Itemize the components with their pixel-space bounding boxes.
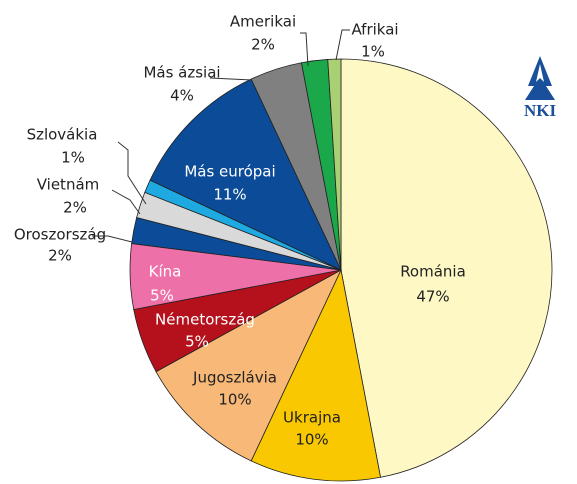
pie-slice	[155, 269, 342, 462]
slice-label: Ukrajna	[283, 409, 341, 427]
leader-line	[111, 189, 141, 215]
leader-line	[117, 141, 147, 205]
leader-line	[209, 77, 253, 81]
slice-value-label: 10%	[218, 391, 251, 409]
slice-label: Oroszország	[14, 226, 106, 244]
pie-slice	[340, 58, 553, 478]
slices	[129, 58, 553, 482]
leader-line	[300, 32, 309, 67]
logo: NKI	[524, 56, 557, 120]
labels: Románia 47% Ukrajna 10% Jugoszlávia 10% Németo…	[14, 13, 466, 449]
slice-label: Jugoszlávia	[192, 369, 277, 387]
slice-value-label: 11%	[213, 186, 246, 204]
pie-slice	[327, 58, 342, 271]
slice-label: Vietnám	[37, 176, 100, 194]
slice-label: Németország	[155, 311, 255, 329]
slice-label: Szlovákia	[27, 126, 98, 144]
leader-line	[335, 29, 350, 61]
logo-text: NKI	[524, 101, 557, 120]
slice-value-label: 5%	[185, 333, 209, 351]
pie-slice	[149, 78, 342, 271]
pie-slice	[250, 268, 382, 482]
slice-value-label: 1%	[361, 43, 385, 61]
slice-value-label: 47%	[416, 288, 449, 306]
slice-label: Afrikai	[351, 21, 398, 39]
slice-value-label: 4%	[170, 87, 194, 105]
slice-value-label: 2%	[251, 36, 275, 54]
slice-value-label: 2%	[63, 199, 87, 217]
leader-line	[92, 235, 133, 243]
logo-icon-detail	[536, 64, 544, 82]
slice-value-label: 5%	[150, 287, 174, 305]
slice-label: Amerikai	[230, 13, 296, 31]
slice-label: Kína	[149, 263, 182, 281]
slice-value-label: 10%	[295, 431, 328, 449]
slice-label: Más európai	[184, 163, 275, 181]
slice-value-label: 2%	[48, 247, 72, 265]
slice-label: Románia	[400, 263, 466, 281]
slice-value-label: 1%	[61, 149, 85, 167]
slice-label: Más ázsiai	[143, 64, 220, 82]
